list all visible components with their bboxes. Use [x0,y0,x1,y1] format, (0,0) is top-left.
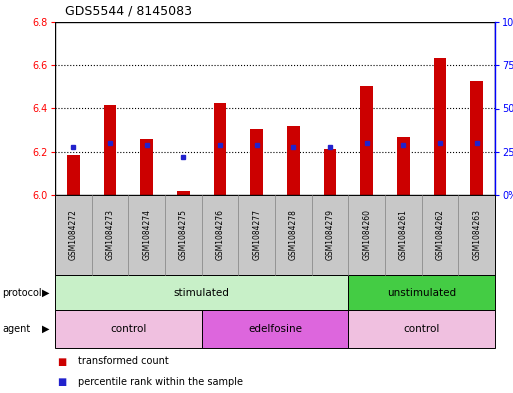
Text: GDS5544 / 8145083: GDS5544 / 8145083 [65,5,192,18]
Text: GSM1084277: GSM1084277 [252,209,261,261]
Text: control: control [110,324,147,334]
Bar [324,149,337,195]
Text: edelfosine: edelfosine [248,324,302,334]
Text: GSM1084261: GSM1084261 [399,209,408,261]
Text: control: control [404,324,440,334]
Text: GSM1084263: GSM1084263 [472,209,481,261]
Text: GSM1084273: GSM1084273 [106,209,114,261]
Text: GSM1084276: GSM1084276 [215,209,225,261]
Text: GSM1084275: GSM1084275 [179,209,188,261]
Text: ■: ■ [57,356,67,367]
Bar [433,58,446,195]
Bar [213,103,226,195]
Bar [67,155,80,195]
Text: GSM1084272: GSM1084272 [69,209,78,261]
Text: transformed count: transformed count [78,356,169,367]
Bar [470,81,483,195]
Text: GSM1084274: GSM1084274 [142,209,151,261]
Bar [140,139,153,195]
Text: ▶: ▶ [43,324,50,334]
Text: GSM1084260: GSM1084260 [362,209,371,261]
Text: protocol: protocol [3,288,42,298]
Bar [397,137,410,195]
Text: GSM1084262: GSM1084262 [436,209,444,261]
Bar [250,129,263,195]
Bar [177,191,190,195]
Text: agent: agent [3,324,31,334]
Bar [360,86,373,195]
Text: GSM1084278: GSM1084278 [289,209,298,261]
Text: stimulated: stimulated [174,288,230,298]
Text: ▶: ▶ [43,288,50,298]
Bar [104,105,116,195]
Text: percentile rank within the sample: percentile rank within the sample [78,377,243,387]
Text: unstimulated: unstimulated [387,288,456,298]
Text: GSM1084279: GSM1084279 [326,209,334,261]
Bar [287,126,300,195]
Text: ■: ■ [57,377,67,387]
